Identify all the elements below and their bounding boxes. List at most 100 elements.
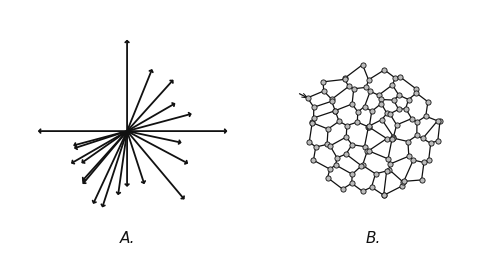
Point [386, 162, 394, 166]
Point [358, 163, 366, 168]
Point [385, 168, 393, 172]
Point [342, 135, 350, 139]
Point [368, 185, 376, 189]
Point [328, 99, 336, 104]
Point [348, 102, 356, 106]
Point [366, 89, 374, 94]
Point [304, 95, 312, 100]
Point [386, 112, 394, 116]
Point [408, 116, 416, 121]
Point [418, 136, 426, 141]
Point [348, 181, 356, 185]
Point [390, 136, 398, 140]
Point [412, 87, 420, 91]
Point [376, 97, 384, 102]
Point [364, 124, 372, 129]
Point [310, 105, 318, 110]
Point [364, 78, 372, 82]
Point [412, 91, 420, 95]
Point [372, 172, 380, 176]
Point [340, 76, 348, 80]
Point [312, 145, 320, 149]
Point [388, 83, 396, 87]
Point [390, 98, 398, 102]
Point [360, 144, 368, 149]
Point [422, 114, 430, 118]
Point [350, 87, 358, 91]
Point [366, 124, 374, 128]
Point [392, 123, 400, 127]
Point [377, 101, 385, 106]
Point [388, 137, 396, 141]
Point [380, 68, 388, 72]
Point [378, 117, 386, 122]
Point [380, 193, 388, 198]
Point [418, 178, 426, 182]
Point [310, 116, 318, 120]
Point [326, 144, 334, 148]
Point [396, 75, 404, 79]
Point [364, 124, 372, 129]
Text: A.: A. [120, 231, 135, 246]
Point [308, 120, 316, 124]
Point [404, 97, 412, 102]
Point [348, 142, 356, 147]
Point [410, 158, 418, 162]
Point [320, 89, 328, 93]
Point [426, 141, 434, 145]
Point [332, 163, 340, 167]
Point [434, 138, 442, 143]
Point [324, 176, 332, 180]
Point [343, 123, 351, 128]
Point [404, 139, 412, 144]
Point [405, 154, 413, 158]
Point [344, 84, 352, 89]
Point [398, 184, 406, 188]
Point [420, 160, 428, 165]
Point [333, 155, 341, 160]
Point [328, 97, 336, 102]
Point [395, 93, 403, 97]
Point [354, 110, 362, 114]
Point [308, 121, 316, 125]
Point [306, 140, 314, 144]
Point [400, 179, 408, 184]
Point [362, 85, 370, 90]
Point [390, 135, 398, 139]
Point [364, 148, 372, 153]
Point [382, 169, 390, 173]
Point [319, 79, 327, 84]
Point [383, 136, 391, 141]
Point [424, 158, 432, 162]
Point [399, 180, 407, 184]
Point [326, 167, 334, 171]
Point [348, 172, 356, 176]
Point [331, 108, 339, 113]
Point [310, 158, 318, 163]
Point [413, 120, 421, 124]
Text: B.: B. [365, 231, 380, 246]
Point [436, 119, 444, 124]
Point [338, 187, 346, 191]
Point [358, 164, 366, 168]
Point [342, 152, 350, 156]
Point [374, 93, 382, 97]
Point [323, 142, 331, 147]
Point [402, 106, 409, 111]
Point [354, 120, 362, 124]
Point [424, 100, 432, 104]
Point [380, 193, 388, 197]
Point [360, 104, 368, 109]
Point [341, 77, 349, 82]
Point [394, 107, 402, 112]
Point [331, 108, 339, 113]
Point [335, 119, 343, 124]
Point [434, 119, 442, 123]
Point [358, 62, 366, 67]
Point [413, 133, 421, 138]
Point [324, 127, 332, 131]
Point [392, 76, 400, 80]
Point [368, 109, 376, 113]
Point [384, 157, 392, 161]
Point [364, 148, 372, 153]
